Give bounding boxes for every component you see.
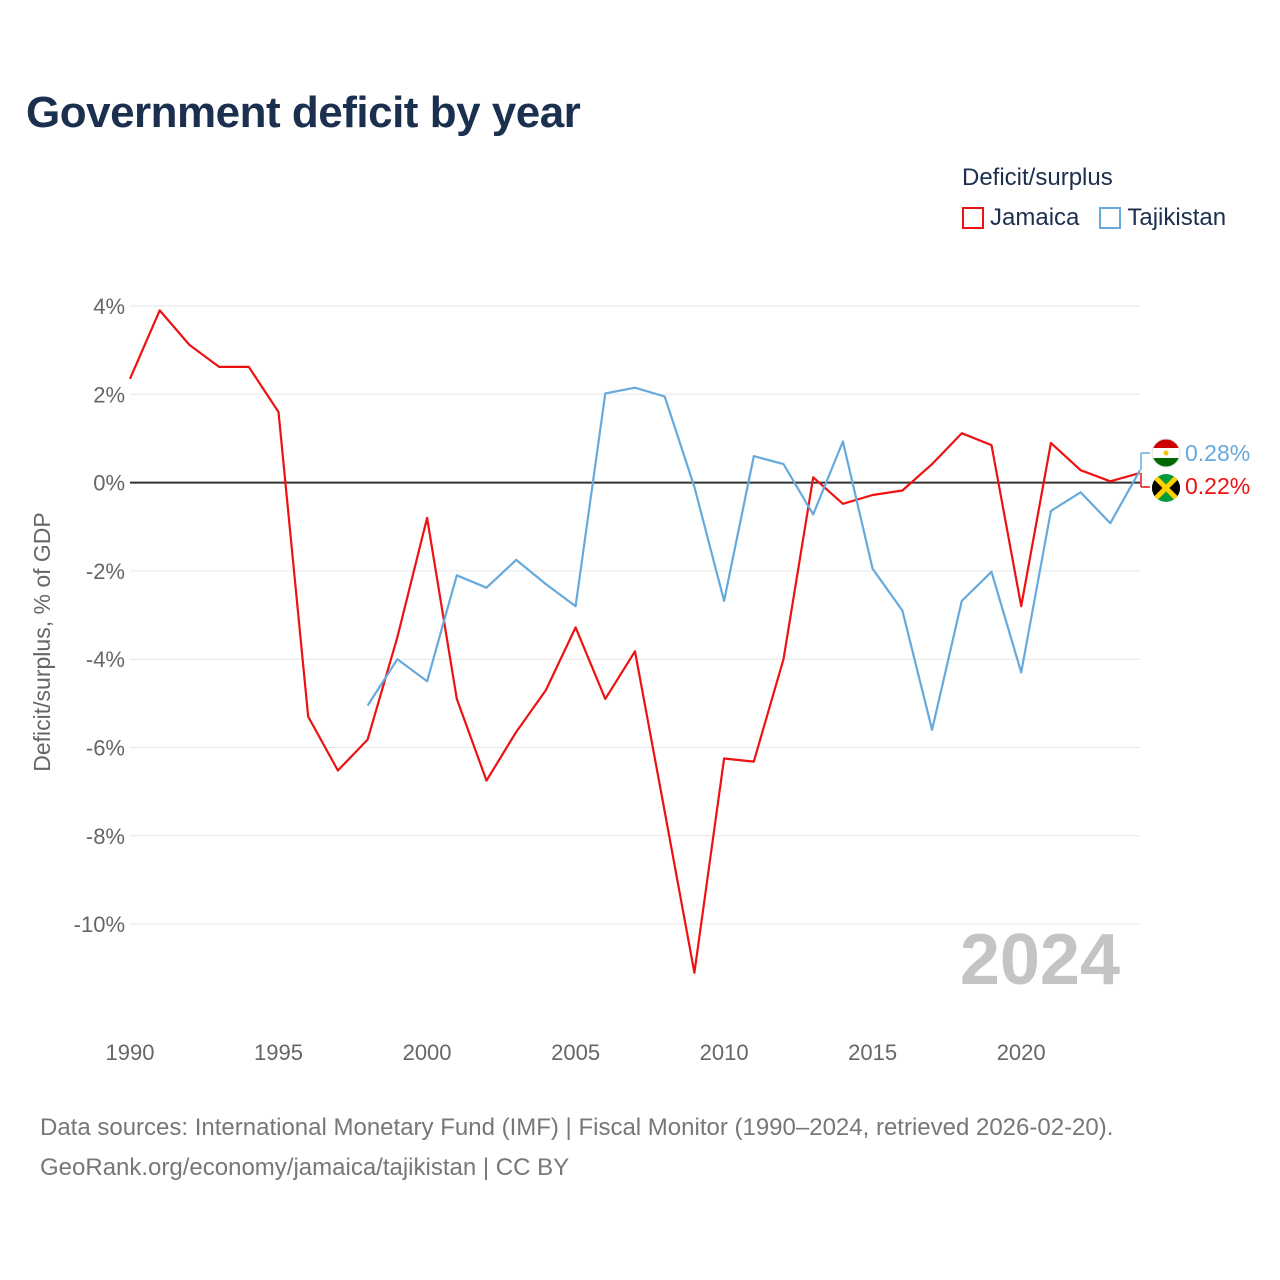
data-source-text: Data sources: International Monetary Fun…: [40, 1114, 1114, 1141]
y-axis-ticks: 4% 2% 0% -2% -4% -6% -8% -10%: [74, 294, 125, 937]
legend-swatch-tajikistan: [1099, 207, 1122, 229]
legend-item-jamaica[interactable]: Jamaica: [962, 204, 1079, 232]
y-tick-label: 4%: [93, 294, 125, 319]
tajikistan-end-label: 0.28%: [1185, 440, 1250, 466]
y-tick-label: -8%: [86, 824, 125, 849]
y-axis-label: Deficit/surplus, % of GDP: [29, 512, 55, 771]
legend-item-tajikistan[interactable]: Tajikistan: [1099, 204, 1226, 232]
legend-label-jamaica: Jamaica: [990, 204, 1080, 231]
y-tick-label: -6%: [86, 736, 125, 761]
gridlines: [130, 305, 1140, 925]
tajikistan-flag-icon: [1151, 438, 1181, 468]
jamaica-flag-icon: [1152, 474, 1180, 502]
y-tick-label: -2%: [86, 559, 125, 584]
source-url-text[interactable]: GeoRank.org/economy/jamaica/tajikistan |…: [40, 1154, 570, 1181]
legend-title: Deficit/surplus: [962, 164, 1113, 191]
x-tick-label: 2005: [551, 1040, 600, 1065]
legend-label-tajikistan: Tajikistan: [1127, 204, 1227, 231]
y-tick-label: 2%: [93, 382, 125, 407]
x-axis-ticks: 1990 1995 2000 2005 2010 2015 2020: [106, 1040, 1046, 1065]
x-tick-label: 2010: [700, 1040, 749, 1065]
jamaica-end-label: 0.22%: [1185, 473, 1250, 499]
x-tick-label: 1990: [106, 1040, 155, 1065]
series-line-jamaica[interactable]: [128, 309, 1141, 974]
series-line-tajikistan[interactable]: [366, 386, 1141, 731]
footer: Data sources: International Monetary Fun…: [40, 1108, 1113, 1188]
chart-title: Government deficit by year: [26, 88, 581, 137]
x-tick-label: 2020: [997, 1040, 1046, 1065]
x-tick-label: 2015: [848, 1040, 897, 1065]
y-tick-label: -10%: [74, 912, 125, 937]
series-lines: [128, 309, 1141, 974]
y-tick-label: -4%: [86, 647, 125, 672]
y-tick-label: 0%: [93, 471, 125, 496]
year-watermark: 2024: [960, 920, 1120, 1000]
legend: Jamaica Tajikistan: [962, 204, 1226, 232]
end-markers: 0.28% 0.22%: [1140, 438, 1250, 502]
x-tick-label: 1995: [254, 1040, 303, 1065]
legend-swatch-jamaica: [962, 207, 984, 229]
x-tick-label: 2000: [403, 1040, 452, 1065]
